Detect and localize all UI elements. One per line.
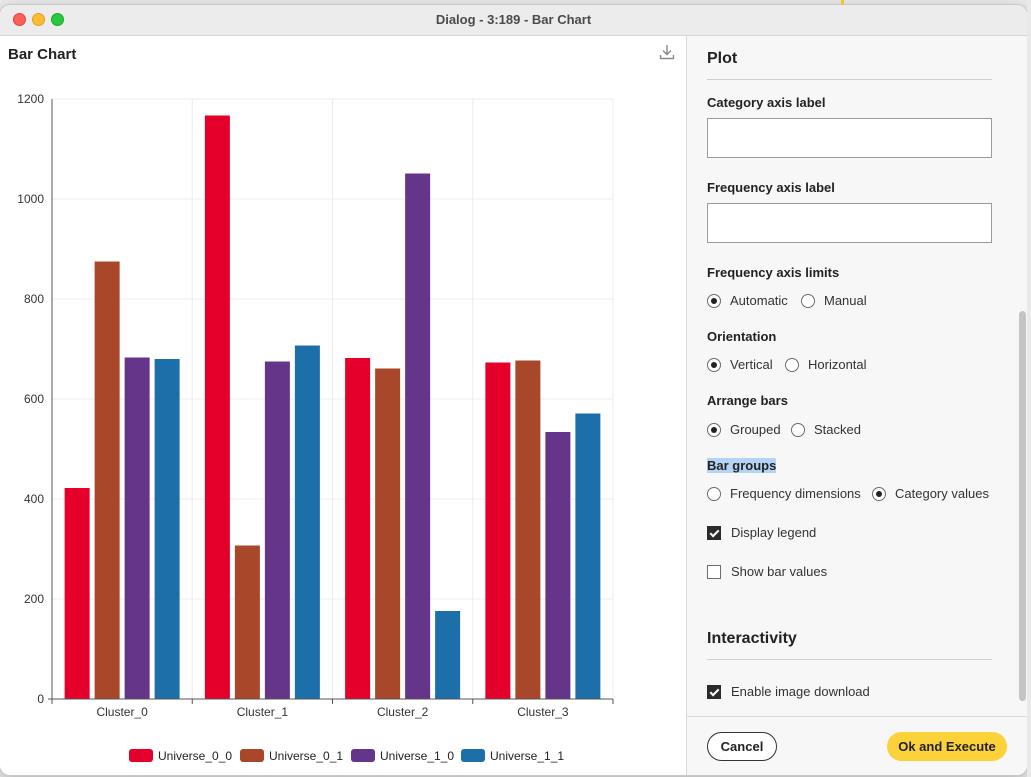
bar-groups-category-values-label: Category values (895, 486, 989, 501)
checkbox-unchecked-icon[interactable] (707, 564, 721, 579)
orientation-horizontal-radio[interactable]: Horizontal (785, 357, 867, 372)
settings-panel: Plot Category axis label Frequency axis … (686, 36, 1027, 775)
radio-unselected-icon[interactable] (801, 293, 815, 308)
plot-heading: Plot (707, 50, 738, 67)
close-window-button[interactable] (13, 13, 26, 26)
bar (405, 173, 431, 699)
bar-groups-frequency-dimensions-radio[interactable]: Frequency dimensions (707, 486, 861, 501)
bar (485, 362, 511, 699)
limits-manual-radio[interactable]: Manual (801, 293, 867, 308)
bar (154, 359, 180, 699)
minimize-window-button[interactable] (32, 13, 45, 26)
x-tick-label: Cluster_2 (377, 705, 429, 719)
radio-unselected-icon[interactable] (785, 357, 799, 372)
radio-selected-icon[interactable] (707, 293, 721, 308)
legend-label: Universe_0_1 (269, 749, 343, 763)
orientation-vertical-label: Vertical (730, 357, 773, 372)
y-tick-label: 400 (24, 492, 44, 506)
limits-automatic-radio[interactable]: Automatic (707, 293, 788, 308)
title-bar[interactable]: Dialog - 3:189 - Bar Chart (0, 5, 1027, 36)
download-icon[interactable] (657, 42, 677, 62)
checkbox-checked-icon[interactable] (707, 525, 721, 540)
bar (294, 345, 320, 699)
bar (264, 361, 290, 699)
chart-panel: Bar Chart 0 200 400 600 800 1000 1200 Cluster_0… (0, 36, 686, 775)
show-bar-values-checkbox[interactable]: Show bar values (707, 564, 827, 579)
window-title: Dialog - 3:189 - Bar Chart (435, 12, 592, 27)
legend-swatch (240, 749, 264, 762)
y-tick-label: 600 (24, 392, 44, 406)
bar (545, 432, 571, 699)
arrange-stacked-radio[interactable]: Stacked (791, 422, 861, 437)
display-legend-checkbox[interactable]: Display legend (707, 525, 816, 540)
legend-swatch (129, 749, 153, 762)
settings-scrollbar[interactable] (1019, 311, 1026, 701)
show-bar-values-label: Show bar values (731, 564, 828, 579)
bar (234, 545, 260, 699)
x-tick-label: Cluster_0 (96, 705, 148, 719)
dialog-footer: Cancel Ok and Execute (687, 716, 1027, 775)
orientation-horizontal-label: Horizontal (808, 357, 867, 372)
radio-unselected-icon[interactable] (707, 486, 721, 501)
bar (124, 357, 150, 699)
bar (435, 611, 461, 699)
bar (94, 261, 120, 699)
arrange-grouped-radio[interactable]: Grouped (707, 422, 781, 437)
limits-automatic-label: Automatic (730, 293, 788, 308)
bar (575, 413, 601, 699)
interactivity-divider (707, 659, 992, 660)
enable-image-download-checkbox[interactable]: Enable image download (707, 684, 870, 699)
legend-label: Universe_1_0 (380, 749, 454, 763)
bar-groups-label: Bar groups (707, 458, 777, 473)
dialog-window: Dialog - 3:189 - Bar Chart Bar Chart 0 20… (0, 5, 1027, 775)
y-tick-label: 200 (24, 592, 44, 606)
bar (204, 115, 230, 699)
bar-groups-frequency-dimensions-label: Frequency dimensions (730, 486, 861, 501)
bar-groups-title: Bar groups (707, 458, 777, 473)
y-tick-label: 800 (24, 292, 44, 306)
bar-groups-category-values-radio[interactable]: Category values (872, 486, 989, 501)
chart-title: Bar Chart (8, 46, 77, 63)
frequency-axis-limits-title: Frequency axis limits (707, 265, 840, 280)
legend-label: Universe_0_0 (158, 749, 232, 763)
arrange-stacked-label: Stacked (814, 422, 861, 437)
x-tick-label: Cluster_3 (517, 705, 569, 719)
desktop-background (1027, 0, 1031, 777)
orientation-vertical-radio[interactable]: Vertical (707, 357, 773, 372)
frequency-axis-label-input[interactable] (707, 203, 992, 243)
desktop-window-edge (841, 0, 844, 5)
y-tick-label: 1200 (17, 92, 44, 106)
cancel-button[interactable]: Cancel (707, 732, 777, 761)
display-legend-label: Display legend (731, 525, 817, 540)
interactivity-heading: Interactivity (707, 630, 797, 647)
bar (515, 360, 541, 699)
maximize-window-button[interactable] (51, 13, 64, 26)
bar (64, 488, 90, 699)
arrange-bars-title: Arrange bars (707, 393, 788, 408)
y-tick-label: 1000 (17, 192, 44, 206)
legend-swatch (461, 749, 485, 762)
checkbox-checked-icon[interactable] (707, 684, 721, 699)
enable-image-download-label: Enable image download (731, 684, 870, 699)
x-tick-label: Cluster_1 (237, 705, 289, 719)
ok-and-execute-button[interactable]: Ok and Execute (887, 732, 1007, 761)
category-axis-label-input[interactable] (707, 118, 992, 158)
bar-chart: 0 200 400 600 800 1000 1200 Cluster_0 Cluster_1 C… (17, 92, 614, 763)
orientation-title: Orientation (707, 329, 777, 344)
bar (345, 358, 371, 699)
arrange-grouped-label: Grouped (730, 422, 781, 437)
bar (375, 368, 401, 699)
radio-selected-icon[interactable] (707, 422, 721, 437)
limits-manual-label: Manual (824, 293, 867, 308)
plot-divider (707, 79, 992, 80)
radio-unselected-icon[interactable] (791, 422, 805, 437)
radio-selected-icon[interactable] (872, 486, 886, 501)
legend-label: Universe_1_1 (490, 749, 564, 763)
legend-swatch (351, 749, 375, 762)
settings-scroll-area[interactable]: Plot Category axis label Frequency axis … (687, 36, 1017, 716)
radio-selected-icon[interactable] (707, 357, 721, 372)
category-axis-label-title: Category axis label (707, 95, 826, 110)
y-tick-label: 0 (37, 692, 44, 706)
frequency-axis-label-title: Frequency axis label (707, 180, 835, 195)
